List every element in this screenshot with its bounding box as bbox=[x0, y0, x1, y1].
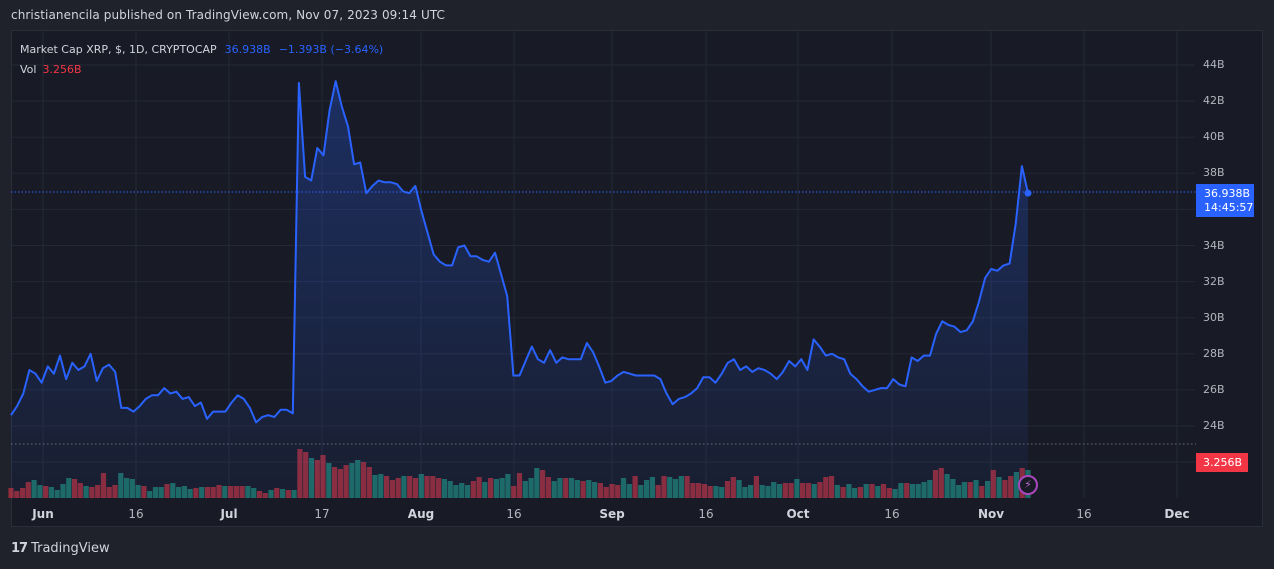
time-axis-tick: 16 bbox=[128, 507, 144, 521]
time-axis-tick: Nov bbox=[977, 507, 1005, 521]
time-axis-tick: Aug bbox=[407, 507, 435, 521]
price-axis-tick: 40B bbox=[1203, 130, 1225, 144]
time-axis-tick: 17 bbox=[314, 507, 330, 521]
time-axis-tick: Sep bbox=[599, 507, 625, 521]
price-axis-tick: 42B bbox=[1203, 94, 1225, 108]
footer-branding: 17 TradingView bbox=[11, 541, 110, 556]
time-axis-tick: Jul bbox=[220, 507, 238, 521]
price-axis-tick: 34B bbox=[1203, 238, 1225, 252]
publish-info: christianencila published on TradingView… bbox=[11, 8, 446, 22]
brand-name: TradingView bbox=[31, 541, 110, 556]
price-axis-tick: 30B bbox=[1203, 310, 1225, 324]
legend-change: −1.393B (−3.64%) bbox=[278, 43, 384, 56]
time-axis-tick: Jun bbox=[32, 507, 54, 521]
area-fill bbox=[11, 81, 1028, 498]
time-axis-tick: Oct bbox=[786, 507, 810, 521]
price-axis-tick: 26B bbox=[1203, 382, 1225, 396]
price-axis-tick: 32B bbox=[1203, 274, 1225, 288]
legend: Market Cap XRP, $, 1D, CRYPTOCAP 36.938B −… bbox=[20, 40, 383, 80]
last-volume-label: 3.256B bbox=[1196, 453, 1248, 472]
volume-legend-value: 3.256B bbox=[42, 63, 82, 76]
time-axis-tick: 16 bbox=[698, 507, 714, 521]
time-axis-tick: 16 bbox=[506, 507, 522, 521]
last-price-value: 36.938B bbox=[1204, 187, 1251, 200]
price-axis-tick: 44B bbox=[1203, 58, 1225, 71]
price-line bbox=[10, 80, 1029, 424]
last-point-marker bbox=[1024, 189, 1032, 197]
bar-countdown: 14:45:57 bbox=[1204, 201, 1254, 214]
price-axis-tick: 38B bbox=[1203, 166, 1225, 180]
last-price-label: 36.938B 14:45:57 bbox=[1196, 184, 1254, 217]
time-axis-tick: 16 bbox=[884, 507, 900, 521]
symbol-title[interactable]: Market Cap XRP, $, 1D, CRYPTOCAP bbox=[20, 43, 217, 56]
price-axis-tick: 24B bbox=[1203, 419, 1225, 432]
time-axis-tick: 16 bbox=[1076, 507, 1092, 521]
time-axis-tick: Dec bbox=[1164, 507, 1190, 521]
legend-value: 36.938B bbox=[224, 43, 271, 56]
price-axis-tick: 28B bbox=[1203, 346, 1225, 360]
volume-legend-label[interactable]: Vol bbox=[20, 63, 37, 76]
tradingview-logo-icon: 17 bbox=[11, 541, 28, 556]
lightning-icon[interactable]: ⚡ bbox=[1018, 475, 1038, 495]
